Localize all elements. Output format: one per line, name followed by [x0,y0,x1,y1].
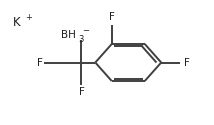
Text: F: F [109,12,115,22]
Text: F: F [79,87,85,97]
Text: 3: 3 [79,35,84,44]
Text: +: + [25,13,33,22]
Text: F: F [37,58,43,68]
Text: K: K [12,16,20,30]
Text: BH: BH [61,30,76,40]
Text: F: F [184,58,189,68]
Text: −: − [83,26,89,35]
